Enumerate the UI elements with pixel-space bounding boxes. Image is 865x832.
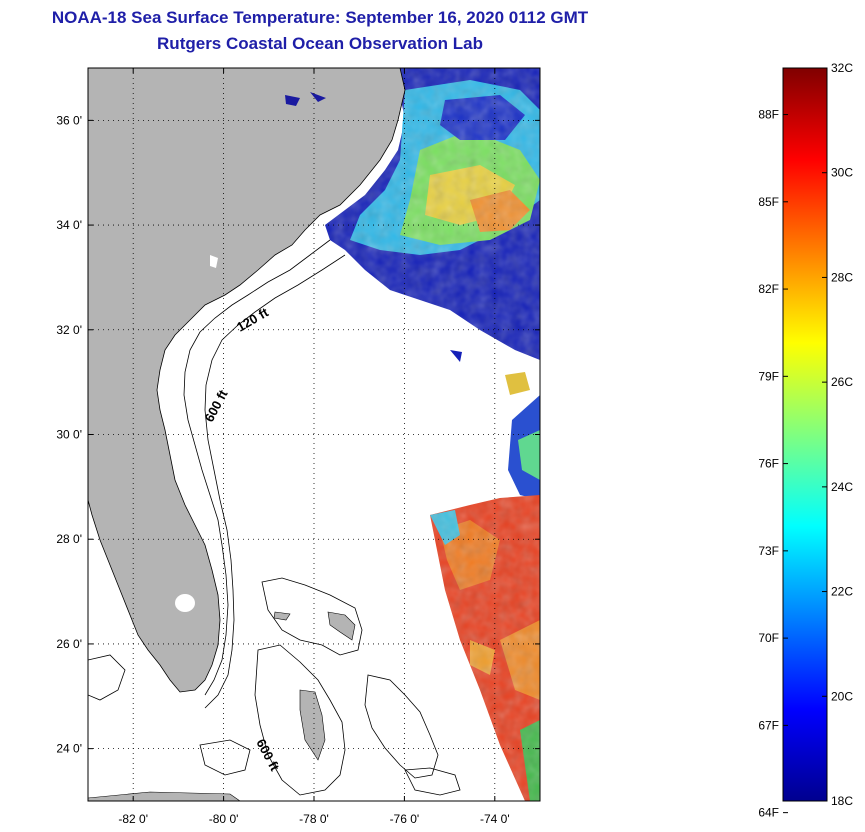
map-subtitle: Rutgers Coastal Ocean Observation Lab	[157, 34, 483, 53]
x-axis: -82 0' -80 0' -78 0' -76 0' -74 0'	[118, 68, 510, 826]
colorbar-label-c: 18C	[831, 794, 853, 808]
colorbar-label-c: 24C	[831, 480, 853, 494]
colorbar-label-c: 26C	[831, 375, 853, 389]
colorbar-label-f: 70F	[758, 631, 779, 645]
colorbar-label-f: 85F	[758, 195, 779, 209]
y-axis: 36 0' 34 0' 32 0' 30 0' 28 0' 26 0' 24 0'	[56, 113, 540, 756]
colorbar-label-c: 22C	[831, 585, 853, 599]
x-tick-label: -74 0'	[480, 812, 510, 826]
y-tick-label: 28 0'	[56, 532, 82, 546]
y-tick-label: 24 0'	[56, 742, 82, 756]
map-title: NOAA-18 Sea Surface Temperature: Septemb…	[51, 8, 589, 27]
y-tick-label: 34 0'	[56, 218, 82, 232]
y-tick-label: 32 0'	[56, 323, 82, 337]
colorbar-label-f: 64F	[758, 806, 779, 820]
colorbar-label-f: 73F	[758, 544, 779, 558]
graticule	[88, 68, 540, 801]
colorbar-label-f: 88F	[758, 108, 779, 122]
land-mass	[88, 68, 406, 801]
colorbar-gradient	[782, 67, 828, 802]
colorbar-label-c: 20C	[831, 689, 853, 703]
x-tick-label: -78 0'	[299, 812, 329, 826]
colorbar: 88F 85F 82F 79F 76F 73F 70F 67F 64F 32C 30C 28C 26C…	[758, 61, 853, 820]
colorbar-label-f: 67F	[758, 718, 779, 732]
x-tick-label: -80 0'	[209, 812, 239, 826]
colorbar-label-c: 28C	[831, 270, 853, 284]
y-tick-label: 26 0'	[56, 637, 82, 651]
y-tick-label: 36 0'	[56, 113, 82, 127]
sst-swath-middle	[450, 350, 540, 500]
bathymetry-contours	[88, 239, 461, 796]
x-tick-label: -82 0'	[118, 812, 148, 826]
colorbar-label-f: 82F	[758, 282, 779, 296]
colorbar-label-f: 76F	[758, 457, 779, 471]
y-tick-label: 30 0'	[56, 428, 82, 442]
colorbar-label-c: 30C	[831, 166, 853, 180]
colorbar-label-c: 32C	[831, 61, 853, 75]
colorbar-label-f: 79F	[758, 369, 779, 383]
x-tick-label: -76 0'	[390, 812, 420, 826]
sst-swath-north	[325, 68, 540, 360]
